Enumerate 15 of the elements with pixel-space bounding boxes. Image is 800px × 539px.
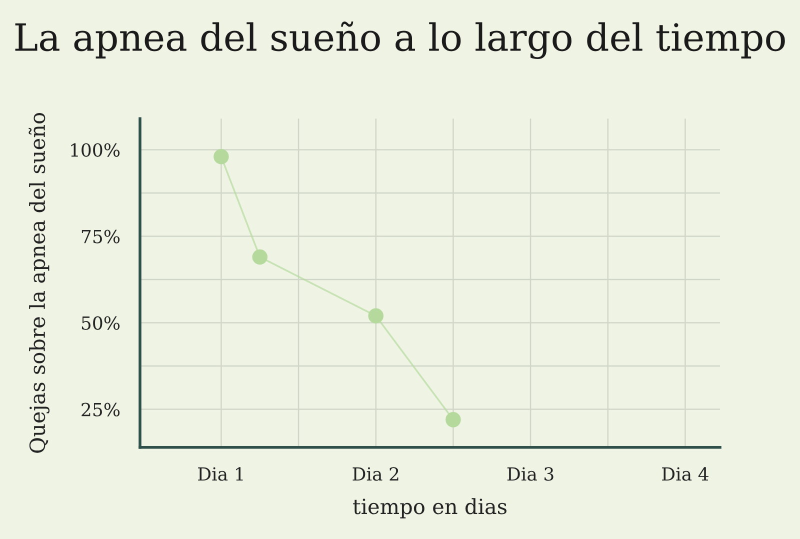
y-tick-label: 25% — [82, 402, 120, 416]
x-tick-label: Dia 3 — [507, 467, 554, 481]
point — [446, 412, 461, 428]
y-tick-label: 50% — [82, 316, 120, 330]
y-tick-label: 100% — [71, 143, 120, 157]
x-axis-title: tiempo en dias — [353, 498, 506, 518]
x-tick-label: Dia 1 — [198, 467, 243, 481]
point — [214, 149, 229, 164]
point — [368, 308, 384, 324]
x-tick-label: Dia 4 — [662, 467, 708, 481]
chart-title: La apnea del sueño a lo largo del tiempo — [15, 22, 785, 60]
y-tick-label: 75% — [82, 230, 120, 244]
y-axis-title: Quejas sobre la apnea del sueño — [28, 112, 50, 453]
x-tick-label: Dia 2 — [352, 467, 398, 481]
point — [252, 249, 268, 265]
